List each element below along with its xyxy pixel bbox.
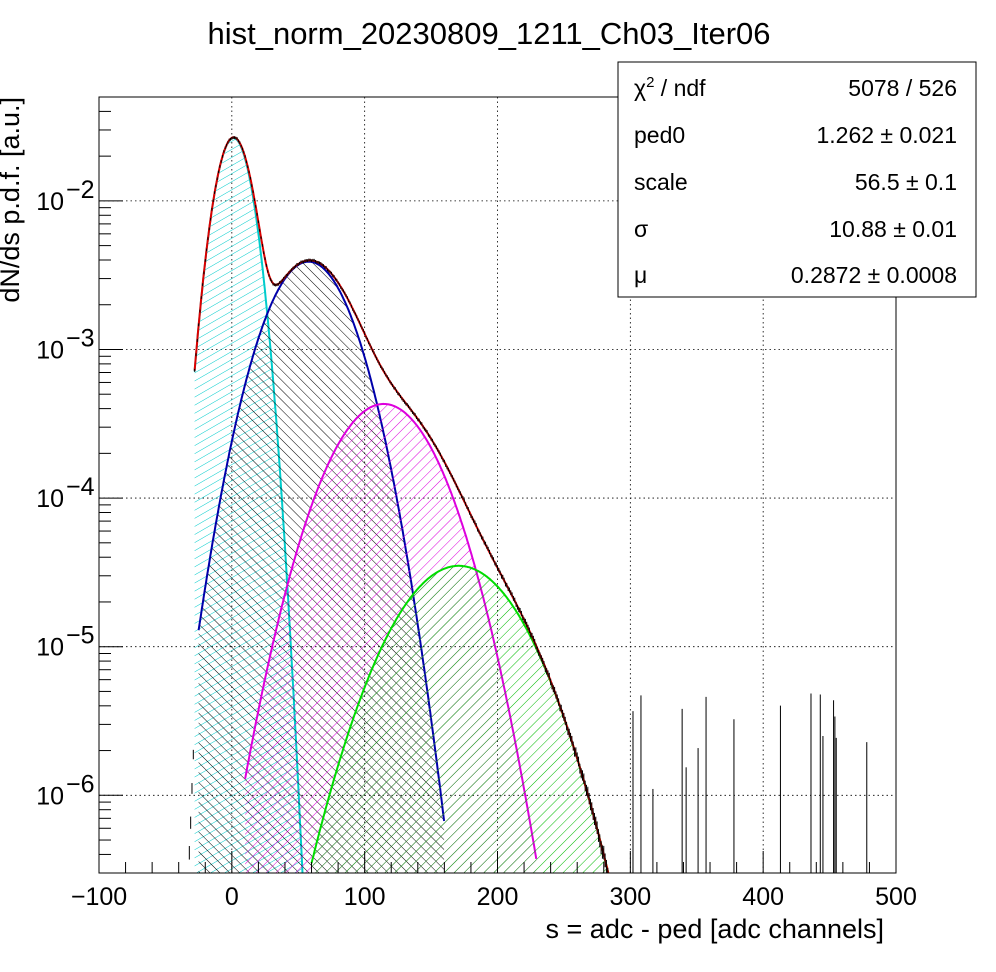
x-tick-label: 400 [742,883,784,911]
stats-row-value: 10.88 ± 0.01 [829,216,957,242]
x-tick-label: 100 [344,883,386,911]
stats-row-value: 1.262 ± 0.021 [816,122,957,148]
y-tick-label: 10 [36,634,64,662]
x-tick-label: 0 [225,883,239,911]
series-layer [193,136,610,873]
y-tick-label: 10 [36,485,64,513]
y-tick-label: 10 [36,188,64,216]
y-tick-label: 10 [36,782,64,810]
data-histogram [188,136,868,873]
y-tick-label: 10 [36,336,64,364]
y-tick-exponent: −6 [66,770,95,798]
chart-title: hist_norm_20230809_1211_Ch03_Iter06 [207,16,770,51]
stats-row-value: 5078 / 526 [848,75,957,101]
x-tick-label: 200 [477,883,519,911]
series-4-fill [311,565,609,873]
y-tick-exponent: −3 [66,324,95,352]
stats-row-name: scale [634,169,688,195]
stats-box-frame [617,61,977,298]
stats-row-name: χ2 / ndf [634,74,706,101]
x-axis-label: s = adc - ped [adc channels] [546,914,884,944]
y-tick-exponent: −4 [66,473,95,501]
x-tick-label: 300 [609,883,651,911]
y-axis-label: dN/ds p.d.f. [a.u.] [0,97,25,303]
x-tick-label: −100 [71,883,127,911]
axis-ticks [98,96,897,874]
stats-box: χ2 / ndf 5078 / 526 ped0 1.262 ± 0.021 scale… [617,61,977,298]
stats-row-value: 56.5 ± 0.1 [855,169,957,195]
stats-row-name: σ [634,216,648,242]
stats-row-value: 0.2872 ± 0.0008 [791,262,957,288]
stats-row-name: μ [634,262,647,288]
y-tick-exponent: −2 [66,176,95,204]
stats-row-name: ped0 [634,122,685,148]
x-tick-label: 500 [875,883,917,911]
y-tick-exponent: −5 [66,622,95,650]
